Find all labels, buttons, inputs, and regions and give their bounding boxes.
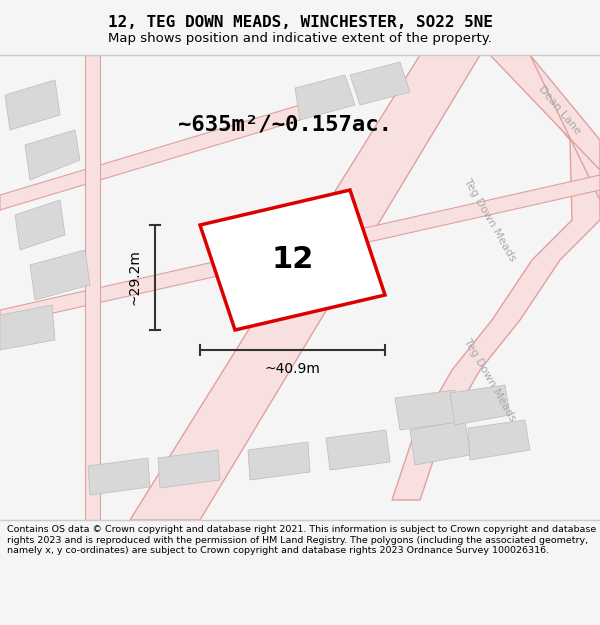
Polygon shape (25, 130, 80, 180)
Polygon shape (0, 305, 55, 350)
Text: Contains OS data © Crown copyright and database right 2021. This information is : Contains OS data © Crown copyright and d… (7, 525, 596, 555)
Text: ~40.9m: ~40.9m (265, 362, 320, 376)
Polygon shape (15, 200, 65, 250)
Polygon shape (468, 420, 530, 460)
Text: Teg Down Meads: Teg Down Meads (462, 337, 518, 423)
Polygon shape (130, 55, 480, 520)
Polygon shape (248, 442, 310, 480)
Polygon shape (88, 458, 150, 495)
Polygon shape (85, 55, 100, 520)
Polygon shape (0, 175, 600, 325)
Polygon shape (410, 420, 470, 465)
Polygon shape (395, 390, 460, 430)
Polygon shape (326, 430, 390, 470)
Text: 12, TEG DOWN MEADS, WINCHESTER, SO22 5NE: 12, TEG DOWN MEADS, WINCHESTER, SO22 5NE (107, 16, 493, 31)
Polygon shape (350, 62, 410, 105)
Text: Teg Down Meads: Teg Down Meads (462, 177, 518, 263)
Polygon shape (5, 80, 60, 130)
Polygon shape (490, 55, 600, 200)
Polygon shape (0, 105, 300, 210)
Polygon shape (30, 250, 90, 300)
Polygon shape (295, 75, 355, 120)
Text: ~29.2m: ~29.2m (127, 249, 141, 306)
Polygon shape (392, 55, 600, 500)
Text: 12: 12 (271, 246, 314, 274)
Text: Dean Lane: Dean Lane (537, 84, 583, 136)
Text: ~635m²/~0.157ac.: ~635m²/~0.157ac. (178, 115, 392, 135)
Polygon shape (450, 385, 510, 425)
Polygon shape (200, 190, 385, 330)
Text: Map shows position and indicative extent of the property.: Map shows position and indicative extent… (108, 32, 492, 45)
Polygon shape (158, 450, 220, 488)
